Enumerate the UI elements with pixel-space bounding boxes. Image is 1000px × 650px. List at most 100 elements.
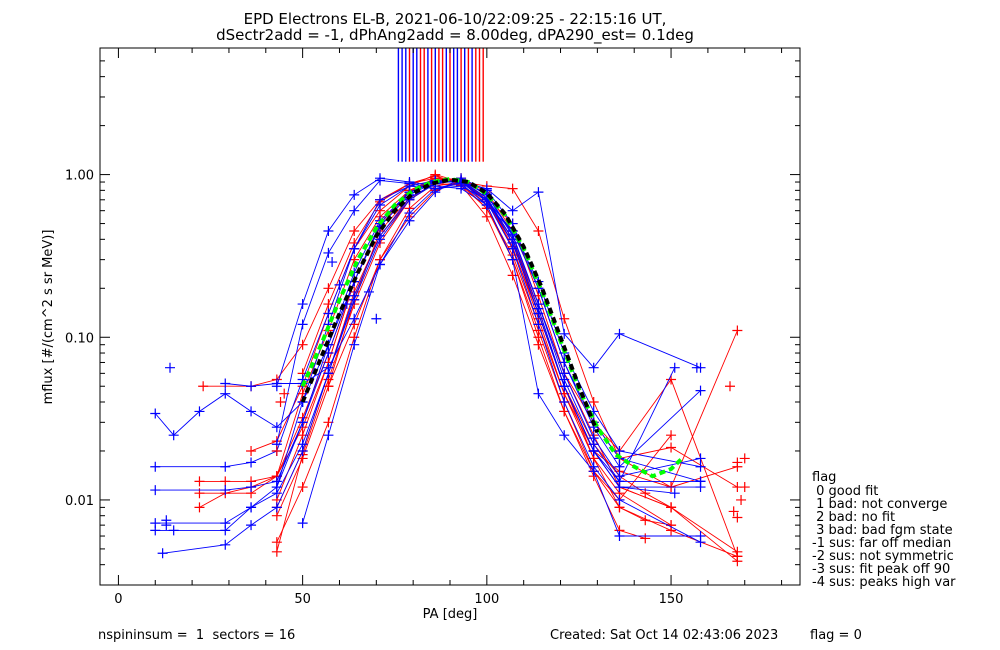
data-point-blue [220,518,231,529]
data-point-blue [271,482,282,493]
series-line-blue [276,177,701,482]
data-point-blue [168,430,179,441]
data-point-blue [588,466,599,477]
data-point-blue [533,187,544,198]
series-line-blue [155,180,701,531]
data-point-red [666,442,677,453]
data-point-blue [161,515,172,526]
data-point-blue [669,488,680,499]
data-point-blue [327,257,338,268]
chart-title-line1: EPD Electrons EL-B, 2021-06-10/22:09:25 … [244,10,667,28]
data-point-blue [669,362,680,373]
data-point-blue [695,461,706,472]
data-point-blue [533,319,544,330]
data-point-blue [588,362,599,373]
data-layer [150,48,750,567]
data-point-blue [220,485,231,496]
data-point-red [736,494,747,505]
series-line-red [199,177,738,494]
axis-ticks: 0 50 100 150 0.01 0.10 1.00 [65,47,800,607]
data-point-blue [168,525,179,536]
data-point-red [732,512,743,523]
y-tick-label: 1.00 [65,169,94,184]
data-point-blue [614,328,625,339]
legend-item: -3 sus: fit peak off 90 [812,562,950,577]
series-line-blue [155,180,676,524]
data-point-blue [297,445,308,456]
data-point-red [640,533,651,544]
x-tick-label: 150 [659,592,684,607]
x-axis-label: PA [deg] [423,607,478,622]
data-point-red [739,482,750,493]
data-point-red [728,506,739,517]
data-point-red [271,445,282,456]
series-line-blue [154,181,701,482]
data-point-red [275,396,286,407]
data-point-blue [363,286,374,297]
legend-item: -4 sus: peaks high var [812,575,956,590]
data-point-blue [375,259,385,270]
data-point-red [323,381,334,392]
data-point-blue [246,406,257,417]
data-point-blue [614,494,625,505]
data-point-blue [323,226,334,237]
data-point-red [297,482,308,493]
footer-flag: flag = 0 [810,628,862,643]
data-point-red [271,546,282,557]
data-point-blue [323,247,334,258]
data-point-red [507,183,518,194]
data-point-blue [220,539,231,550]
legend-title: flag [812,470,836,485]
data-point-blue [323,362,334,373]
data-point-blue [271,381,282,392]
data-point-blue [297,417,308,428]
series-line-red [199,177,672,526]
data-point-blue [150,485,161,496]
y-tick-label: 0.10 [65,331,94,346]
legend-item: 3 bad: bad fgm state [812,523,953,538]
data-point-red [246,445,257,456]
data-point-blue [507,237,518,248]
data-point-red [533,226,544,237]
legend-item: 1 bad: not converge [812,497,947,512]
data-point-blue [297,319,308,330]
data-point-blue [194,406,205,417]
data-point-blue [157,548,168,559]
data-point-blue [375,194,385,205]
data-point-blue [246,502,257,513]
data-point-blue [349,243,360,254]
legend-item: 0 good fit [812,484,878,499]
data-point-red [220,476,231,487]
data-point-red [481,211,492,222]
data-point-blue [404,181,415,192]
data-point-blue [533,308,544,319]
legend-item: 2 bad: no fit [812,510,895,525]
data-point-red [666,502,677,513]
data-point-blue [246,482,257,493]
data-point-blue [507,254,518,265]
data-point-blue [559,368,570,379]
data-point-blue [220,388,231,399]
data-point-red [279,388,290,399]
legend: flag 0 good fit 1 bad: not converge 2 ba… [812,470,956,590]
data-point-blue [246,381,257,392]
data-point-red [323,283,334,294]
data-point-blue [349,339,360,350]
series-line-blue [155,180,675,494]
y-tick-label: 0.01 [65,494,94,509]
series-line-red [276,177,672,508]
data-point-blue [404,208,415,219]
data-point-red [194,476,205,487]
data-point-blue [695,531,706,542]
data-point-blue [481,200,492,211]
x-tick-label: 0 [114,592,122,607]
data-point-blue [614,445,625,456]
data-point-red [349,226,360,237]
data-point-red [732,551,743,562]
data-point-blue [375,175,385,186]
data-point-blue [430,183,441,194]
data-point-blue [588,433,599,444]
data-point-blue [246,457,257,468]
data-point-blue [165,362,175,373]
